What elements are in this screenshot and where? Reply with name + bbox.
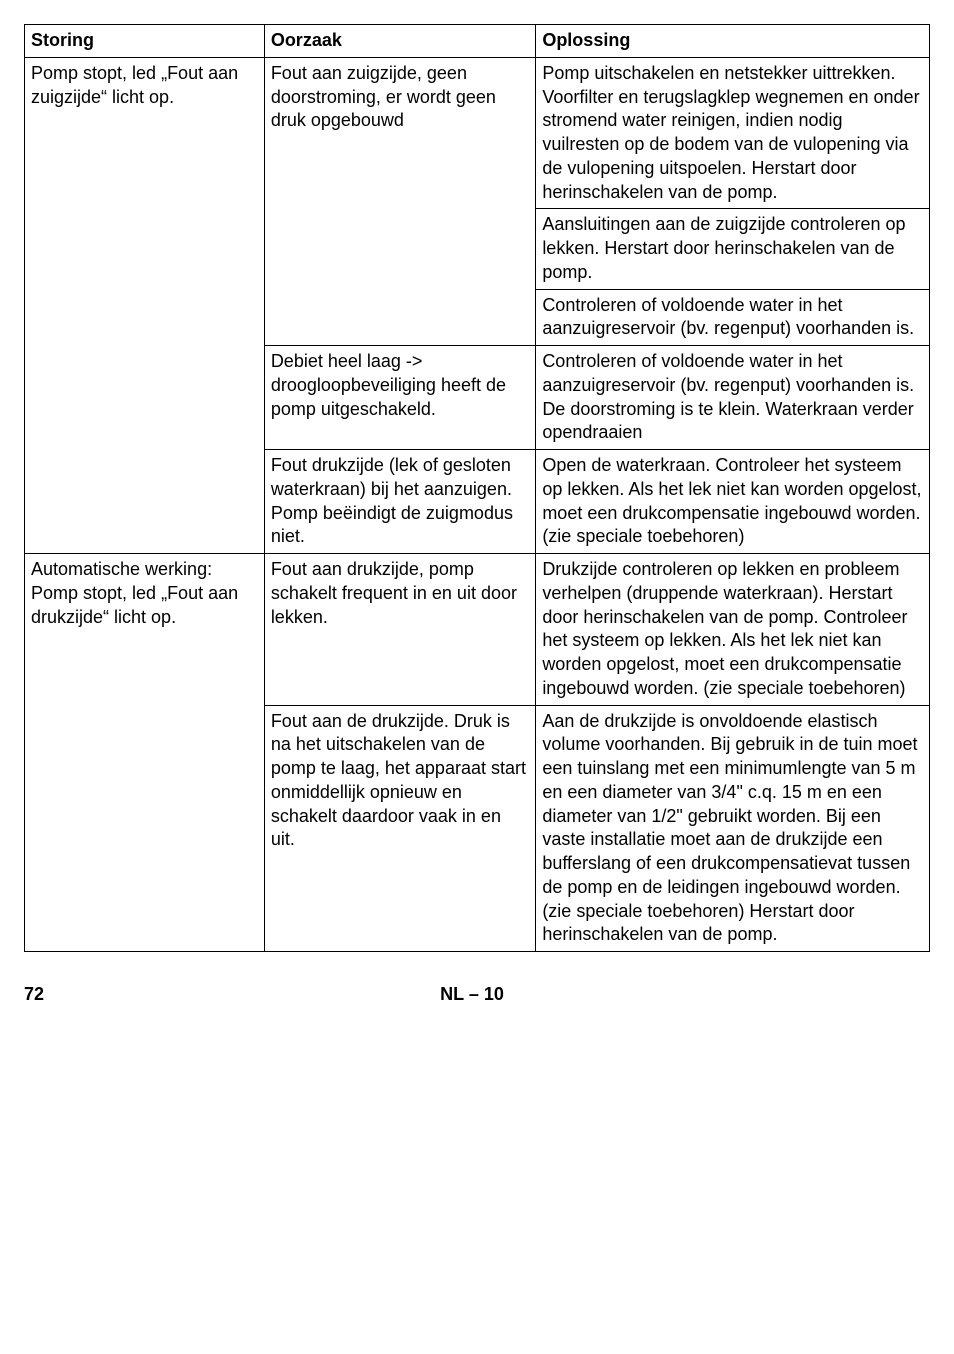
cell-oorzaak: Fout aan zuigzijde, geen doorstroming, e… (264, 57, 536, 345)
cell-oplossing: Pomp uitschakelen en netstekker uittrekk… (536, 57, 930, 209)
troubleshooting-table: Storing Oorzaak Oplossing Pomp stopt, le… (24, 24, 930, 952)
col-header-oplossing: Oplossing (536, 25, 930, 58)
table-row: Pomp stopt, led „Fout aan zuigzijde“ lic… (25, 57, 930, 209)
cell-storing: Pomp stopt, led „Fout aan zuigzijde“ lic… (25, 57, 265, 553)
page-footer: 72 NL – 10 (24, 984, 930, 1005)
cell-storing: Automatische werking: Pomp stopt, led „F… (25, 554, 265, 952)
cell-oplossing: Controleren of voldoende water in het aa… (536, 289, 930, 346)
cell-oplossing: Drukzijde controleren op lekken en probl… (536, 554, 930, 706)
cell-oorzaak: Fout aan drukzijde, pomp schakelt freque… (264, 554, 536, 706)
col-header-oorzaak: Oorzaak (264, 25, 536, 58)
cell-oorzaak: Fout drukzijde (lek of gesloten waterkra… (264, 450, 536, 554)
cell-oorzaak: Debiet heel laag -> droogloopbeveiliging… (264, 346, 536, 450)
cell-oplossing: Controleren of voldoende water in het aa… (536, 346, 930, 450)
footer-spacer (900, 984, 930, 1005)
footer-label: NL – 10 (44, 984, 900, 1005)
col-header-storing: Storing (25, 25, 265, 58)
cell-oplossing: Aansluitingen aan de zuigzijde controler… (536, 209, 930, 289)
table-row: Automatische werking: Pomp stopt, led „F… (25, 554, 930, 706)
cell-oplossing: Open de waterkraan. Controleer het syste… (536, 450, 930, 554)
cell-oorzaak: Fout aan de drukzijde. Druk is na het ui… (264, 705, 536, 952)
page-number: 72 (24, 984, 44, 1005)
table-header-row: Storing Oorzaak Oplossing (25, 25, 930, 58)
cell-oplossing: Aan de drukzijde is onvoldoende elastisc… (536, 705, 930, 952)
